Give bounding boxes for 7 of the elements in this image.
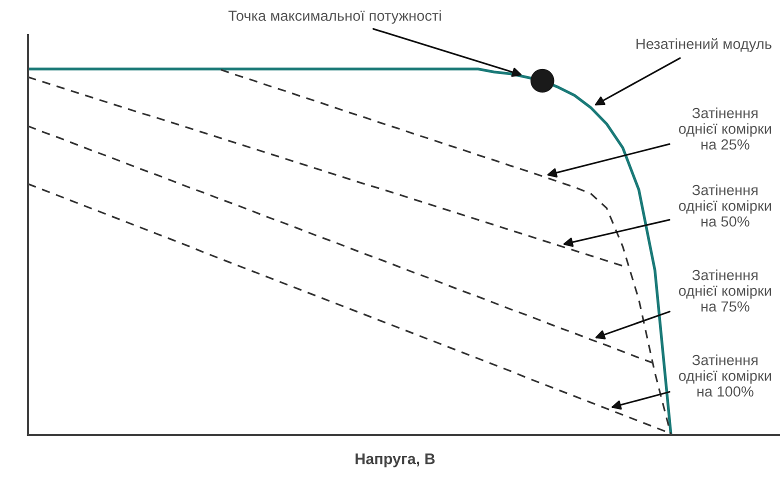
annotation: Затінення однієї комірки на 50%	[678, 184, 771, 227]
text: Незатінений модуль	[636, 38, 772, 52]
annotation: Затінення однієї комірки на 75%	[678, 269, 771, 312]
x-axis-title: Напруга, В	[356, 454, 435, 468]
text: Точка максимальної потужності	[228, 10, 441, 24]
annotation: Затінення однієї комірки на 25%	[678, 107, 771, 150]
annotation: Затінення однієї комірки на 100%	[678, 354, 771, 397]
